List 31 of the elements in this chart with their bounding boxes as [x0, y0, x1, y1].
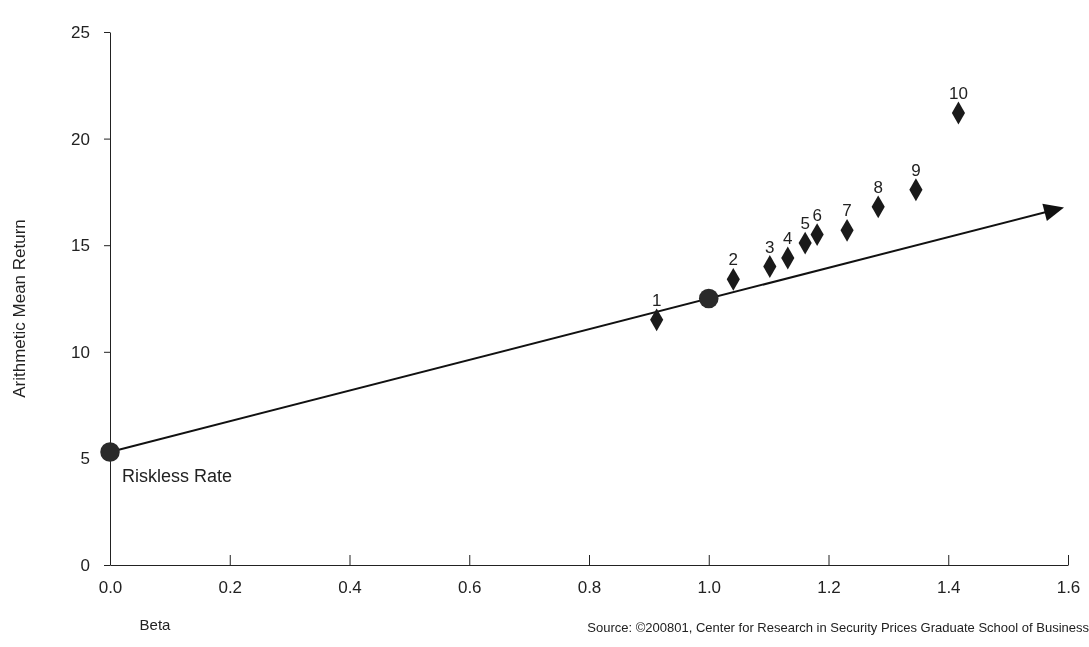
annotation: 10 [948, 84, 968, 104]
x-tick-label: 0.0 [98, 578, 123, 598]
x-tick-label: 0.2 [218, 578, 243, 598]
annotation: Riskless Rate [122, 466, 233, 486]
x-tick-label: 1.0 [697, 578, 722, 598]
x-tick-label: 0.8 [577, 578, 602, 598]
annotation: 2 [728, 250, 739, 270]
annotation: 6 [812, 205, 822, 225]
x-axis-title: Beta [139, 616, 172, 633]
point [698, 288, 719, 309]
annotation: 9 [911, 160, 921, 180]
y-tick-label: 20 [71, 129, 90, 149]
point [100, 442, 120, 462]
annotation: 1 [651, 290, 662, 310]
x-tick-label: 1.6 [1056, 578, 1081, 598]
y-tick-label: 15 [71, 236, 90, 256]
x-tick-label: 1.4 [936, 578, 961, 598]
y-tick-label: 25 [71, 22, 90, 42]
annotation: 4 [783, 228, 793, 248]
annotation: 5 [800, 214, 810, 234]
y-tick-label: 10 [71, 342, 90, 362]
annotation: 7 [842, 201, 852, 221]
y-tick-label: 0 [80, 555, 90, 575]
annotation: 3 [765, 237, 775, 257]
source-note: Source: ©200801, Center for Research in Security Prices Graduate School of Business [587, 620, 1089, 635]
y-axis-title: Arithmetic Mean Return [10, 219, 29, 398]
x-tick-label: 1.2 [817, 578, 841, 598]
annotation: 8 [873, 177, 883, 197]
x-tick-label: 0.6 [457, 578, 482, 598]
x-tick-label: 0.4 [338, 578, 362, 598]
y-tick-label: 5 [80, 449, 90, 469]
